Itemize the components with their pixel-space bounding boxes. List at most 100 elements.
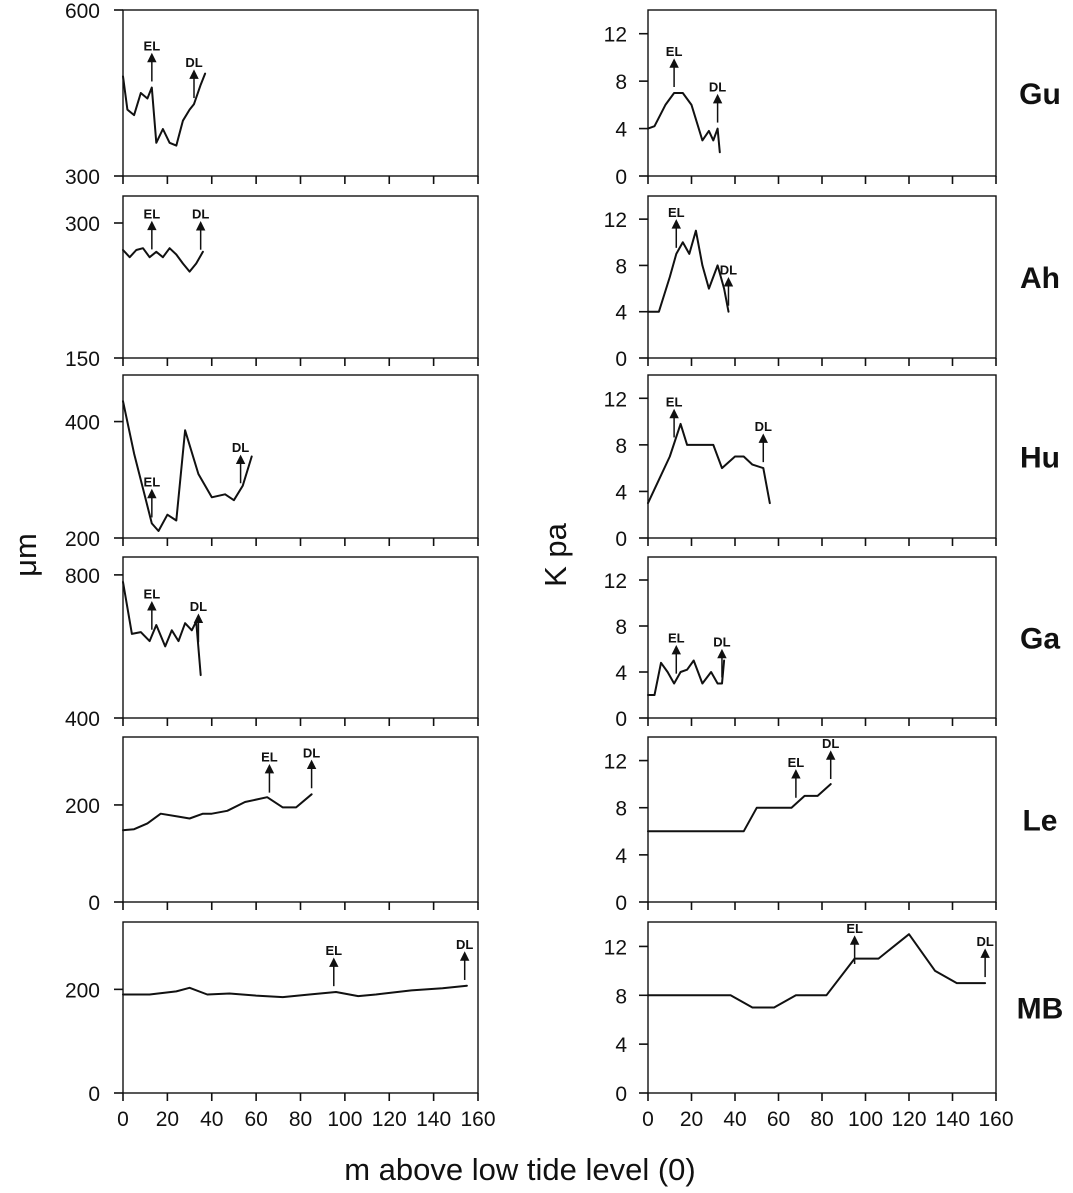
site-label: Ga (1020, 623, 1060, 656)
marker-label: EL (666, 394, 683, 409)
plot-frame (647, 374, 997, 539)
y-tick-label: 12 (604, 24, 627, 47)
panel-right-gu: 0 4 8 12 EL DL Gu (604, 9, 1061, 189)
marker-dl: DL (456, 937, 473, 980)
marker-label: DL (456, 937, 473, 952)
x-tick-label: 0 (642, 1108, 654, 1131)
marker-el: EL (144, 474, 160, 518)
marker-el: EL (668, 631, 685, 674)
series-line (647, 933, 987, 1009)
plot-frame (647, 921, 997, 1094)
plot-frame (647, 736, 997, 903)
marker-label: EL (325, 943, 342, 958)
marker-dl: DL (192, 207, 209, 250)
series-line (122, 72, 207, 147)
y-tick-label: 8 (615, 798, 627, 821)
x-tick-label: 140 (416, 1108, 451, 1131)
marker-arrowhead (147, 220, 157, 231)
marker-arrowhead (195, 221, 206, 231)
x-tick-label: 160 (460, 1108, 495, 1131)
y-tick-label: 12 (604, 209, 627, 232)
marker-label: EL (668, 631, 685, 646)
y-tick-label: 0 (88, 892, 100, 915)
marker-label: DL (976, 934, 993, 949)
marker-label: EL (144, 206, 161, 221)
marker-arrowhead (671, 644, 681, 655)
marker-el: EL (846, 921, 863, 964)
marker-dl: DL (185, 55, 203, 99)
marker-dl: DL (303, 745, 320, 789)
x-tick-label: 120 (891, 1108, 926, 1131)
marker-dl: DL (822, 736, 839, 779)
marker-arrowhead (669, 58, 679, 68)
x-tick-label: 120 (372, 1108, 407, 1131)
marker-arrowhead (147, 488, 157, 499)
marker-arrowhead (189, 69, 199, 79)
marker-arrowhead (717, 648, 727, 659)
x-tick-label: 0 (117, 1108, 129, 1131)
y-tick-label: 4 (615, 1034, 627, 1057)
marker-arrowhead (147, 601, 157, 611)
marker-arrowhead (147, 52, 157, 63)
marker-label: DL (192, 207, 209, 222)
y-tick-label: 0 (615, 348, 627, 371)
marker-label: DL (822, 736, 839, 751)
y-tick-label: 150 (65, 348, 100, 371)
marker-label: EL (261, 750, 278, 765)
x-tick-label: 40 (200, 1108, 223, 1131)
y-tick-label: 8 (615, 71, 627, 94)
series-line (647, 783, 832, 833)
y-tick-label: 300 (65, 166, 100, 189)
x-tick-label: 60 (244, 1108, 267, 1131)
marker-el: EL (144, 206, 161, 250)
panel-right-hu: 0 4 8 12 EL DL Hu (604, 374, 1060, 551)
plot-frame (122, 736, 479, 903)
x-tick-label: 100 (327, 1108, 362, 1131)
y-tick-label: 0 (615, 892, 627, 915)
series-line (647, 92, 721, 154)
y-tick-label: 300 (65, 213, 100, 236)
plot-frame (647, 9, 997, 177)
y-tick-label: 8 (615, 255, 627, 278)
x-tick-label: 100 (848, 1108, 883, 1131)
x-axis-label: m above low tide level (0) (344, 1152, 696, 1187)
marker-label: DL (185, 55, 202, 70)
series-line (122, 581, 202, 677)
marker-arrowhead (712, 93, 723, 104)
marker-dl: DL (190, 599, 207, 643)
y-tick-label: 400 (65, 708, 100, 731)
marker-arrowhead (235, 454, 246, 464)
y-tick-label: 4 (615, 481, 627, 504)
marker-dl: DL (720, 263, 737, 306)
marker-el: EL (144, 587, 160, 630)
panel-left-ah: 150 300 EL DL (65, 195, 479, 371)
y-tick-label: 200 (65, 795, 100, 818)
y-tick-label: 600 (65, 0, 100, 23)
marker-label: DL (709, 80, 726, 95)
y-tick-label: 4 (615, 119, 627, 142)
panel-right-le: 0 4 8 12 EL DL Le (604, 736, 1058, 915)
y-tick-label: 0 (615, 166, 627, 189)
marker-el: EL (666, 44, 682, 87)
marker-label: DL (232, 440, 249, 455)
marker-arrowhead (791, 769, 801, 779)
right-y-axis-label: K pa (538, 522, 573, 587)
marker-label: DL (755, 419, 772, 434)
marker-arrowhead (193, 613, 204, 623)
marker-dl: DL (713, 635, 731, 678)
x-tick-label: 160 (978, 1108, 1013, 1131)
marker-el: EL (788, 755, 804, 798)
panel-left-hu: 200 400 EL DL (65, 374, 479, 551)
left-y-axis-label: μm (8, 533, 43, 577)
y-tick-label: 12 (604, 936, 627, 959)
site-label: Le (1022, 805, 1057, 838)
y-tick-label: 4 (615, 302, 627, 325)
marker-label: DL (190, 599, 207, 614)
y-tick-label: 200 (65, 528, 100, 551)
marker-label: EL (846, 921, 863, 936)
marker-arrowhead (849, 935, 860, 945)
marker-arrowhead (671, 219, 681, 229)
marker-el: EL (325, 943, 342, 987)
